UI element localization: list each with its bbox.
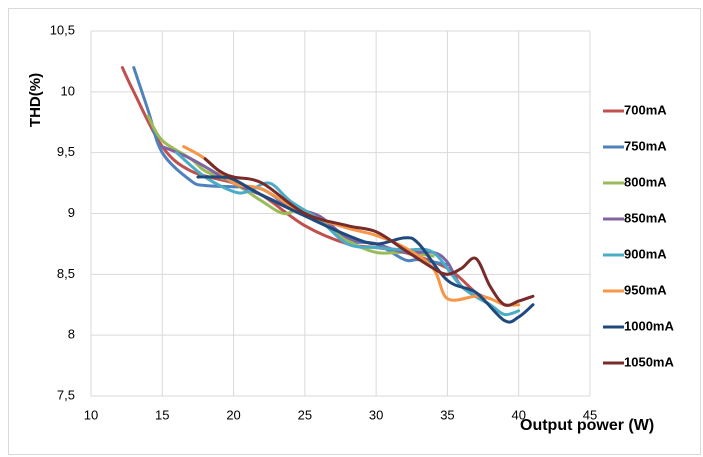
y-tick-label: 9,5	[57, 144, 75, 159]
x-tick-label: 20	[226, 407, 240, 422]
y-tick-label: 9	[68, 205, 75, 220]
series-line	[203, 157, 535, 307]
y-tick-label: 8,5	[57, 266, 75, 281]
legend-label: 950mA	[624, 282, 667, 297]
y-tick-label: 8	[68, 327, 75, 342]
x-tick-label: 30	[369, 407, 383, 422]
x-tick-label: 15	[155, 407, 169, 422]
legend-label: 700mA	[624, 102, 667, 117]
y-tick-label: 10,5	[50, 22, 75, 37]
x-tick-label: 40	[511, 407, 525, 422]
x-tick-label: 25	[298, 407, 312, 422]
x-tick-label: 10	[84, 407, 98, 422]
legend-label: 750mA	[624, 138, 667, 153]
x-tick-label: 35	[440, 407, 454, 422]
legend-label: 1000mA	[624, 318, 674, 333]
legend-label: 850mA	[624, 210, 667, 225]
x-axis-title: Output power (W)	[520, 417, 654, 434]
y-tick-label: 7,5	[57, 387, 75, 402]
y-tick-label: 10	[61, 83, 75, 98]
legend-label: 800mA	[624, 174, 667, 189]
x-tick-label: 45	[583, 407, 597, 422]
y-axis-title: THD(%)	[27, 73, 44, 127]
legend-label: 900mA	[624, 246, 667, 261]
legend-label: 1050mA	[624, 354, 674, 369]
